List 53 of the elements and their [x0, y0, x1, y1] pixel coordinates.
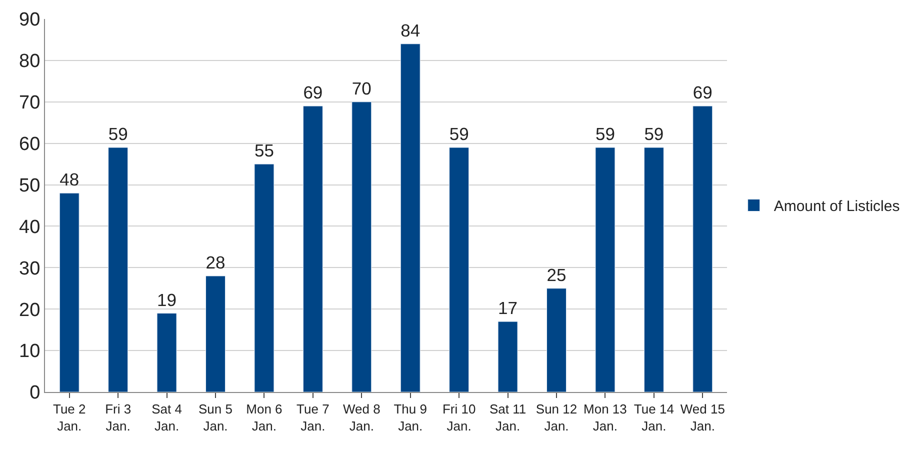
bar [206, 276, 226, 392]
data-label: 48 [60, 170, 80, 190]
data-label: 69 [303, 82, 323, 103]
y-tick-label: 80 [19, 51, 40, 72]
x-tick-label: Thu 9 Jan. [394, 402, 427, 434]
y-tick-label: 0 [30, 382, 40, 404]
y-tick-label: 40 [19, 216, 40, 238]
bar [302, 106, 323, 392]
bar [108, 147, 128, 392]
x-tick-label: Sat 11 Jan. [489, 402, 526, 434]
data-label: 55 [254, 140, 274, 161]
y-tick-label: 10 [19, 341, 40, 362]
x-tick-label: Sat 4 Jan. [152, 402, 182, 434]
x-tick-label: Tue 2 Jan. [52, 402, 86, 434]
x-tick-label: Fri 3 Jan. [105, 402, 132, 434]
x-tick-label: Tue 14 Jan. [634, 402, 674, 434]
data-label: 19 [157, 290, 177, 310]
x-tick-label: Wed 15 Jan. [680, 402, 725, 434]
y-tick-label: 50 [19, 175, 40, 196]
x-tick-label: Sun 5 Jan. [198, 402, 232, 434]
bar [498, 321, 518, 392]
x-tick-label: Sun 12 Jan. [536, 402, 578, 434]
bar [546, 288, 566, 392]
data-label: 69 [692, 82, 712, 103]
data-label: 28 [206, 252, 226, 273]
data-label: 70 [352, 78, 372, 99]
x-tick-label: Wed 8 Jan. [342, 402, 380, 434]
x-tick-label: Mon 6 Jan. [246, 402, 282, 434]
y-tick-label: 30 [19, 258, 40, 280]
bar [254, 164, 274, 392]
bar [59, 192, 80, 392]
y-tick-label: 20 [19, 300, 40, 321]
data-label: 25 [546, 265, 566, 286]
data-label: 59 [595, 124, 615, 144]
bar [644, 147, 664, 392]
bar [595, 147, 616, 392]
data-label: 59 [108, 124, 128, 144]
data-label: 59 [644, 124, 664, 144]
y-tick-label: 90 [19, 10, 40, 31]
bar [352, 102, 372, 392]
data-label: 59 [449, 124, 469, 144]
bar [156, 313, 177, 392]
legend-label: Amount of Listicles [774, 198, 900, 216]
bar [692, 106, 713, 392]
bar [449, 147, 470, 392]
data-label: 84 [400, 20, 420, 40]
y-tick-label: 70 [19, 92, 40, 114]
data-label: 17 [498, 298, 518, 318]
x-tick-label: Tue 7 Jan. [296, 402, 330, 434]
x-tick-label: Mon 13 Jan. [584, 402, 627, 434]
y-tick-label: 60 [19, 134, 40, 155]
bar [400, 44, 420, 392]
x-tick-label: Fri 10 Jan. [442, 402, 476, 434]
